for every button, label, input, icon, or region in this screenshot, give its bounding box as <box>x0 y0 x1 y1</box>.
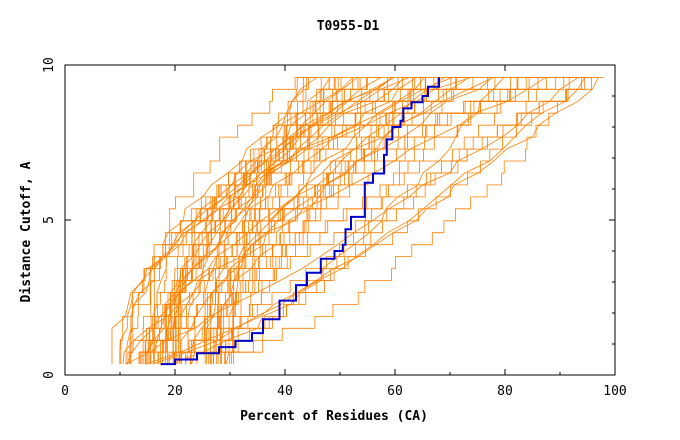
background-series-line <box>125 77 472 365</box>
background-series-line <box>130 77 538 365</box>
x-tick-label: 100 <box>603 384 626 399</box>
x-tick-label: 80 <box>497 384 513 399</box>
background-series-line <box>144 77 543 365</box>
background-series-line <box>152 77 586 365</box>
highlight-series-line <box>160 77 440 366</box>
background-series-line <box>129 77 354 365</box>
background-series-line <box>208 77 470 365</box>
background-series-line <box>172 77 352 365</box>
y-tick-label: 0 <box>42 371 57 379</box>
background-series-line <box>196 77 418 365</box>
background-series-line <box>127 77 341 365</box>
background-series-line <box>167 77 317 365</box>
axis-ticks: 0 20 40 60 80 100 0 5 10 <box>42 57 627 399</box>
background-series-line <box>190 77 470 365</box>
x-tick-label: 60 <box>387 384 403 399</box>
x-axis-label: Percent of Residues (CA) <box>240 409 428 424</box>
background-series-line <box>179 77 343 365</box>
background-series-line <box>229 77 435 365</box>
x-tick-label: 20 <box>167 384 183 399</box>
background-series-line <box>142 77 463 365</box>
background-series-line <box>225 77 542 365</box>
background-series-line <box>209 77 327 365</box>
y-tick-label: 5 <box>42 216 57 224</box>
background-series-line <box>180 77 493 365</box>
background-series-line <box>224 77 539 365</box>
background-series-line <box>181 77 583 365</box>
background-series-line <box>150 77 315 365</box>
background-series-line <box>185 77 439 365</box>
background-series-line <box>212 77 597 365</box>
y-axis-label: Distance Cutoff, A <box>19 161 34 302</box>
background-series-line <box>145 77 410 365</box>
chart-title: T0955-D1 <box>317 19 380 34</box>
background-series-line <box>142 77 594 365</box>
x-tick-label: 0 <box>61 384 69 399</box>
x-tick-label: 40 <box>277 384 293 399</box>
y-tick-label: 10 <box>42 57 57 73</box>
background-series-line <box>170 77 505 365</box>
background-series-group <box>111 77 604 365</box>
